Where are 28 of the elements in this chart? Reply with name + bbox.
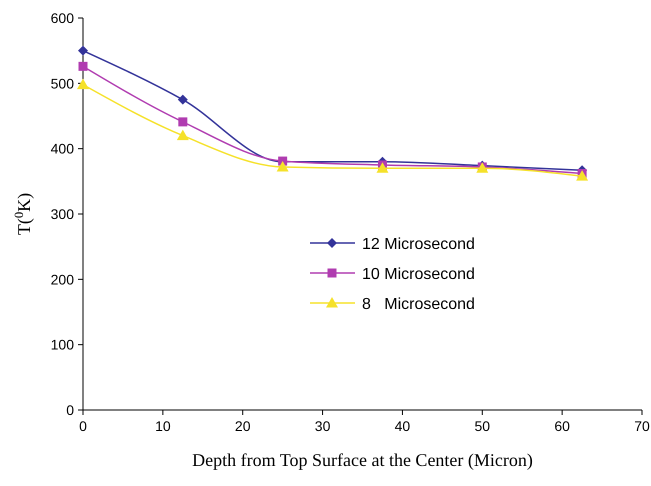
legend-label: 10 Microsecond xyxy=(362,266,475,283)
x-tick-label: 40 xyxy=(394,418,410,434)
x-tick-label: 70 xyxy=(634,418,650,434)
point xyxy=(78,62,88,71)
legend-label: 12 Microsecond xyxy=(362,236,475,253)
point xyxy=(78,46,88,56)
point xyxy=(77,78,89,90)
x-tick-label: 10 xyxy=(155,418,171,434)
y-tick-label: 100 xyxy=(50,336,74,353)
point xyxy=(376,162,388,173)
point xyxy=(178,117,188,126)
point xyxy=(576,170,588,181)
x-tick-label: 0 xyxy=(79,418,88,434)
x-axis-title: Depth from Top Surface at the Center (Micron) xyxy=(192,450,533,470)
y-tick-label: 200 xyxy=(50,271,74,288)
point xyxy=(176,130,189,140)
y-tick-label: 400 xyxy=(50,140,74,157)
x-tick-label: 20 xyxy=(234,418,251,434)
x-tick-label: 60 xyxy=(554,418,570,434)
x-tick-label: 30 xyxy=(314,418,331,434)
y-tick-label: 0 xyxy=(66,402,74,418)
y-tick-label: 500 xyxy=(50,75,74,92)
y-tick-label: 300 xyxy=(50,206,74,222)
y-tick-label: 600 xyxy=(50,10,74,26)
point xyxy=(276,160,289,172)
legend-label: 8 Microsecond xyxy=(362,296,475,313)
point xyxy=(178,94,188,105)
x-tick-label: 50 xyxy=(474,418,490,434)
